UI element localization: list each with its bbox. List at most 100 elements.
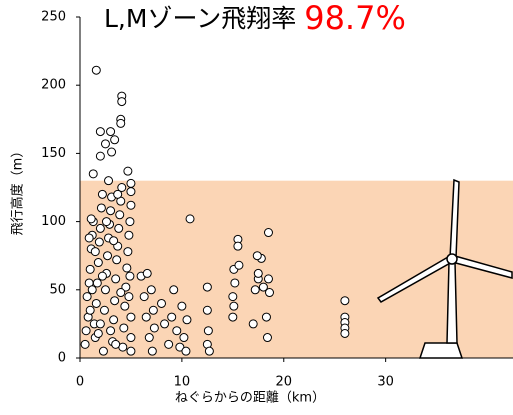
point xyxy=(127,201,135,209)
point xyxy=(96,128,104,136)
point xyxy=(341,297,349,305)
point xyxy=(115,224,123,232)
point xyxy=(183,316,191,324)
y-tick-label: 250 xyxy=(41,10,66,25)
point xyxy=(105,177,113,185)
rate: 98.7% xyxy=(304,0,406,37)
point xyxy=(229,293,237,301)
point xyxy=(100,306,108,314)
point xyxy=(101,140,109,148)
point xyxy=(121,302,129,310)
point xyxy=(168,313,176,321)
point xyxy=(249,320,257,328)
point xyxy=(127,179,135,187)
point xyxy=(110,237,118,245)
point xyxy=(161,320,169,328)
point xyxy=(126,218,134,226)
point xyxy=(341,329,349,337)
point xyxy=(116,211,124,219)
y-tick-label: 100 xyxy=(41,214,66,229)
point xyxy=(94,329,102,337)
point xyxy=(110,316,118,324)
point xyxy=(85,234,93,242)
chart: L,Mゾーン飛翔率98.7% 0501001502002500102030 ねぐ… xyxy=(0,0,513,415)
point xyxy=(253,252,261,260)
point xyxy=(124,167,132,175)
point xyxy=(108,148,116,156)
point xyxy=(142,313,150,321)
point xyxy=(251,286,259,294)
point xyxy=(102,218,110,226)
point xyxy=(104,252,112,260)
point xyxy=(89,170,97,178)
point xyxy=(254,269,262,277)
point xyxy=(262,313,270,321)
point xyxy=(94,259,102,267)
point xyxy=(81,340,89,348)
point xyxy=(124,248,132,256)
point xyxy=(96,320,104,328)
point xyxy=(123,264,131,272)
point xyxy=(83,293,91,301)
point xyxy=(234,242,242,250)
point xyxy=(182,347,190,355)
chart-title: L,Mゾーン飛翔率 98.7% xyxy=(104,0,406,37)
point xyxy=(93,279,101,287)
point xyxy=(145,334,153,342)
point xyxy=(150,324,158,332)
point xyxy=(125,231,133,239)
point xyxy=(147,286,155,294)
point xyxy=(107,327,115,335)
point xyxy=(125,293,133,301)
point xyxy=(165,340,173,348)
point xyxy=(98,272,106,280)
y-tick-label: 150 xyxy=(41,146,66,161)
title: L,Mゾーン飛翔率 xyxy=(104,4,296,33)
point xyxy=(92,299,100,307)
point xyxy=(266,289,274,297)
point xyxy=(87,215,95,223)
point xyxy=(88,286,96,294)
y-tick-label: 200 xyxy=(41,78,66,93)
point xyxy=(112,340,120,348)
point xyxy=(127,334,135,342)
y-tick-label: 50 xyxy=(49,282,66,297)
point xyxy=(148,347,156,355)
point xyxy=(96,152,104,160)
point xyxy=(113,256,121,264)
point xyxy=(114,190,122,198)
point xyxy=(235,261,243,269)
point xyxy=(170,286,178,294)
point xyxy=(98,190,106,198)
point xyxy=(140,293,148,301)
point xyxy=(204,327,212,335)
point xyxy=(127,188,135,196)
point xyxy=(229,313,237,321)
y-tick-label: 0 xyxy=(58,351,66,366)
point xyxy=(186,215,194,223)
point xyxy=(111,136,119,144)
point xyxy=(82,327,90,335)
point xyxy=(143,269,151,277)
point xyxy=(180,334,188,342)
x-tick-label: 0 xyxy=(76,375,84,390)
point xyxy=(127,347,135,355)
point xyxy=(118,98,126,106)
point xyxy=(126,272,134,280)
point xyxy=(112,275,120,283)
point xyxy=(86,265,94,273)
x-tick-label: 10 xyxy=(174,375,191,390)
point xyxy=(97,204,105,212)
point xyxy=(127,313,135,321)
point xyxy=(91,248,99,256)
point xyxy=(264,275,272,283)
point xyxy=(117,289,125,297)
point xyxy=(178,302,186,310)
point xyxy=(101,286,109,294)
point xyxy=(107,207,115,215)
point xyxy=(92,66,100,74)
point xyxy=(173,327,181,335)
point xyxy=(158,299,166,307)
point xyxy=(86,306,94,314)
